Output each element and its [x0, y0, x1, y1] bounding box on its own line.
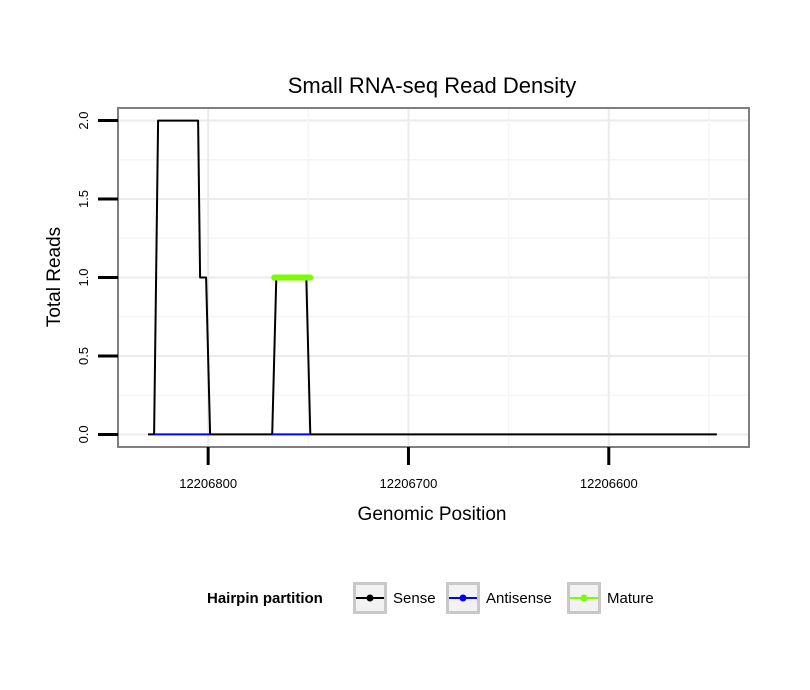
legend-title: Hairpin partition — [207, 590, 323, 607]
legend-key-point — [366, 594, 374, 602]
x-tick-label: 12206600 — [580, 476, 638, 491]
x-axis: 12206800 12206700 12206600 — [179, 447, 638, 491]
chart-title: Small RNA-seq Read Density — [288, 73, 577, 98]
y-tick-label: 1.5 — [76, 190, 91, 208]
y-tick-label: 2.0 — [76, 112, 91, 130]
x-tick-label: 12206700 — [380, 476, 438, 491]
legend-label: Antisense — [486, 590, 552, 607]
y-axis-title: Total Reads — [44, 227, 65, 327]
legend-key-point — [459, 594, 467, 602]
y-tick-label: 0.5 — [76, 347, 91, 365]
legend-item-antisense: Antisense — [446, 582, 552, 614]
legend-key — [446, 582, 480, 614]
y-axis: 0.0 0.5 1.0 1.5 2.0 — [76, 112, 118, 443]
y-tick-label: 0.0 — [76, 425, 91, 443]
x-axis-title: Genomic Position — [358, 504, 507, 525]
data-series — [148, 119, 717, 436]
legend-label: Sense — [393, 590, 436, 607]
legend-item-sense: Sense — [353, 582, 436, 614]
x-tick-label: 12206800 — [179, 476, 237, 491]
legend-item-mature: Mature — [567, 582, 654, 614]
y-tick-label: 1.0 — [76, 268, 91, 286]
grid-lines — [118, 108, 749, 447]
legend: Hairpin partition Sense Antisense Mature — [207, 582, 654, 614]
legend-items: Sense Antisense Mature — [353, 582, 654, 614]
legend-label: Mature — [607, 590, 654, 607]
legend-key-point — [580, 594, 588, 602]
